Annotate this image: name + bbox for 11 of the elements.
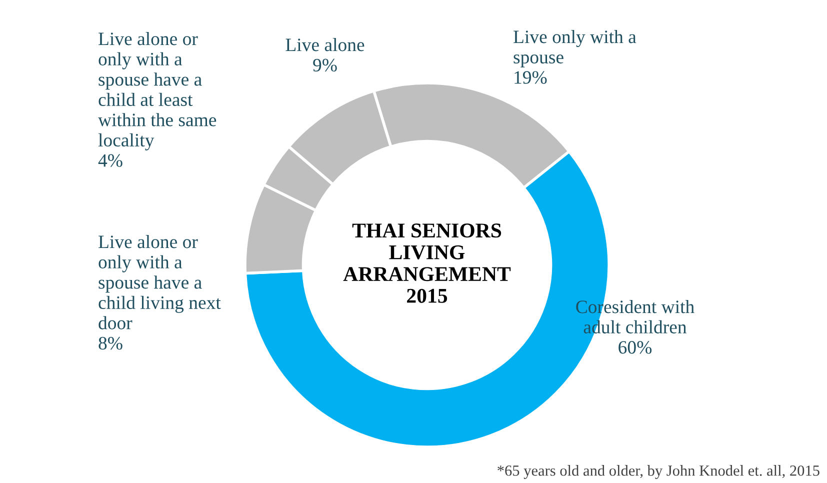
text: *65 years old and older, by John Knodel et. all, 2015 xyxy=(498,465,820,479)
data-label: 8% xyxy=(98,336,122,350)
text: THAI SENIORS LIVING ARRANGEMENT 2015 xyxy=(343,224,511,303)
data-label: 19% xyxy=(514,71,547,84)
data-label: 9% xyxy=(313,58,337,72)
slice-label: Live alone xyxy=(286,38,364,52)
slice-label: Live alone or only with a spouse have a child at least within the same locality xyxy=(98,32,216,150)
data-label: 4% xyxy=(98,154,122,167)
slice-label: Live alone or only with a spouse have a child living next door xyxy=(98,235,221,330)
slice-label: Live only with a spouse xyxy=(514,30,636,68)
data-label: 60% xyxy=(618,341,652,354)
